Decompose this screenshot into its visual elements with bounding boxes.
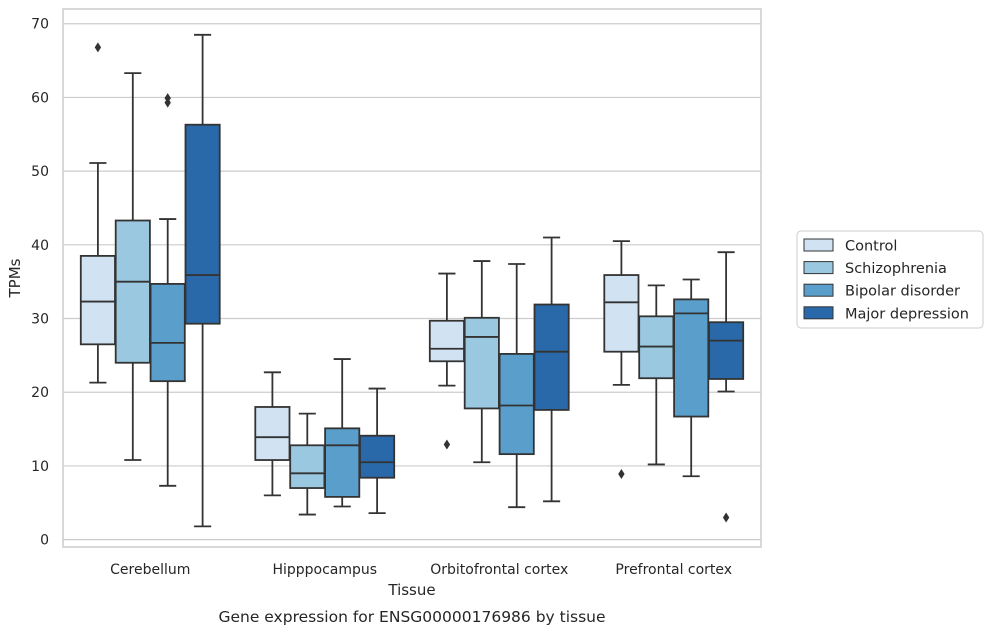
legend-swatch [803,238,834,252]
legend-label: Control [845,239,897,255]
box [114,219,151,364]
box [533,303,570,411]
box [673,298,710,418]
y-tick-labels: 0 10 20 30 40 50 60 70 [31,17,49,549]
outlier-point [94,42,102,53]
box-group [289,412,326,516]
box [708,321,745,380]
legend-label: Major depression [845,306,969,322]
box [463,316,500,410]
box-group [79,42,116,384]
box-group [149,93,186,487]
plot-area-frame [62,8,762,548]
box [289,444,326,489]
figure-caption: Gene expression for ENSG00000176986 by t… [218,608,605,626]
y-tick-label: 10 [31,459,49,475]
x-tick-label: Orbitofrontal cortex [430,562,568,578]
y-tick-label: 50 [31,164,49,180]
box-group [254,371,291,497]
box-group [359,387,396,514]
x-tick-labels: Cerebellum Hipppocampus Orbitofrontal cort… [110,562,732,578]
y-tick-label: 0 [40,533,49,549]
box [79,254,116,346]
box [359,434,396,479]
legend-swatch [803,283,834,297]
legend-label: Schizophrenia [845,261,947,277]
box-group [638,284,675,466]
box [498,353,535,456]
y-tick-label: 40 [31,238,49,254]
box-series [79,33,745,528]
outlier-point [722,512,730,523]
box [324,427,361,498]
box [149,282,186,383]
x-axis-label: Tissue [387,581,435,599]
y-axis-label: TPMs [6,258,24,298]
outlier-point [164,93,171,104]
x-tick-label: Cerebellum [110,562,190,578]
box-group [428,272,465,450]
box [603,274,640,353]
outlier-point [618,469,625,480]
box-group [324,358,361,508]
box-group [463,260,500,464]
legend-swatch [803,261,834,275]
box-group [603,240,640,480]
x-tick-label: Prefrontal cortex [615,562,732,578]
x-tick-label: Hipppocampus [272,562,377,578]
box-group [673,278,710,478]
box-group [533,236,570,503]
y-tick-label: 20 [31,385,49,401]
box [428,319,465,363]
box-group [114,72,151,461]
box-group [498,263,535,509]
legend-label: Bipolar disorder [845,284,960,300]
y-tick-label: 30 [31,312,49,328]
y-tick-label: 60 [31,90,49,106]
legend-frame [796,230,984,329]
legend: Control Schizophrenia Bipolar disorder Majo… [796,230,984,329]
y-tick-label: 70 [31,17,49,33]
box-group [708,251,745,523]
box [184,123,221,325]
outlier-point [443,439,451,450]
box-group [184,33,221,528]
legend-swatch [803,306,834,320]
box [254,406,291,461]
